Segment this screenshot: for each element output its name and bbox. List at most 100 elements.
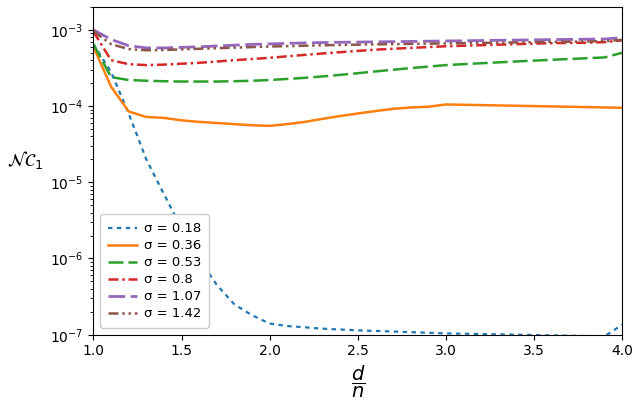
σ = 0.36 [143,114,150,119]
X-axis label: $\dfrac{d}{n}$: $\dfrac{d}{n}$ [351,364,365,400]
σ = 1.42 [424,41,432,46]
σ = 0.36 [195,120,203,125]
σ = 1.42 [125,47,132,52]
σ = 0.18 [477,332,485,337]
σ = 0.18 [284,324,291,328]
σ = 0.36 [372,109,380,114]
σ = 1.07 [301,40,308,45]
σ = 0.18 [565,333,573,338]
Y-axis label: $\mathcal{NC}_1$: $\mathcal{NC}_1$ [7,149,44,171]
σ = 0.18 [178,226,186,231]
Line: σ = 0.8: σ = 0.8 [93,32,622,65]
σ = 1.07 [195,44,203,49]
σ = 0.36 [90,44,97,49]
σ = 0.8 [266,55,273,60]
σ = 0.8 [248,57,256,61]
σ = 1.42 [301,43,308,48]
σ = 0.18 [108,70,115,74]
σ = 0.18 [583,334,591,339]
σ = 0.18 [90,42,97,46]
σ = 0.36 [424,104,432,109]
σ = 0.18 [319,326,326,331]
σ = 1.07 [266,42,273,46]
σ = 1.07 [548,37,556,42]
σ = 0.53 [601,55,609,60]
σ = 0.36 [389,106,397,111]
σ = 1.07 [160,46,168,50]
σ = 0.36 [213,120,221,125]
σ = 0.8 [301,53,308,57]
σ = 1.42 [178,47,186,52]
σ = 0.53 [618,50,626,55]
σ = 1.42 [90,29,97,34]
σ = 0.8 [424,45,432,50]
σ = 0.18 [530,333,538,337]
σ = 1.42 [213,46,221,50]
σ = 0.18 [143,157,150,162]
σ = 1.42 [389,42,397,46]
σ = 1.42 [477,40,485,45]
σ = 1.42 [195,46,203,51]
σ = 0.53 [195,79,203,84]
σ = 0.36 [108,84,115,89]
σ = 1.07 [108,37,115,42]
σ = 1.07 [530,37,538,42]
σ = 1.07 [495,38,502,43]
σ = 0.18 [601,334,609,339]
σ = 0.36 [354,111,362,116]
σ = 0.8 [125,62,132,67]
σ = 0.8 [178,61,186,66]
σ = 0.53 [248,78,256,83]
σ = 0.53 [178,79,186,84]
σ = 1.07 [336,40,344,45]
σ = 1.07 [372,39,380,44]
σ = 1.42 [160,48,168,53]
σ = 0.18 [460,331,467,336]
σ = 1.07 [583,37,591,42]
σ = 1.42 [319,43,326,48]
σ = 0.53 [372,69,380,74]
σ = 0.36 [407,105,415,110]
σ = 0.36 [477,103,485,107]
σ = 1.42 [460,41,467,46]
σ = 0.36 [601,105,609,110]
σ = 0.8 [477,43,485,48]
σ = 0.18 [248,313,256,318]
σ = 0.36 [319,116,326,121]
σ = 1.07 [90,27,97,32]
σ = 0.36 [125,109,132,114]
σ = 0.18 [125,111,132,116]
σ = 0.18 [336,327,344,332]
σ = 0.18 [372,328,380,333]
σ = 0.36 [266,123,273,128]
Line: σ = 1.42: σ = 1.42 [93,31,622,50]
σ = 0.8 [372,47,380,52]
σ = 1.07 [143,46,150,50]
σ = 0.8 [460,43,467,48]
σ = 1.07 [407,39,415,44]
σ = 0.18 [195,256,203,261]
σ = 1.07 [513,37,520,42]
σ = 1.42 [108,42,115,46]
σ = 0.8 [90,29,97,34]
σ = 0.53 [389,67,397,72]
σ = 1.42 [143,48,150,53]
σ = 0.53 [354,71,362,76]
σ = 1.42 [336,42,344,47]
σ = 0.53 [565,57,573,61]
σ = 1.07 [424,39,432,44]
σ = 0.8 [530,41,538,46]
σ = 0.8 [319,51,326,56]
σ = 0.53 [301,75,308,80]
σ = 0.53 [548,57,556,62]
σ = 0.36 [495,103,502,108]
σ = 0.8 [495,42,502,47]
σ = 0.8 [389,46,397,51]
σ = 1.42 [618,37,626,42]
Line: σ = 1.07: σ = 1.07 [93,30,622,48]
σ = 0.53 [530,58,538,63]
σ = 0.36 [565,104,573,109]
σ = 0.18 [407,330,415,335]
σ = 0.53 [143,78,150,83]
σ = 0.53 [90,42,97,46]
